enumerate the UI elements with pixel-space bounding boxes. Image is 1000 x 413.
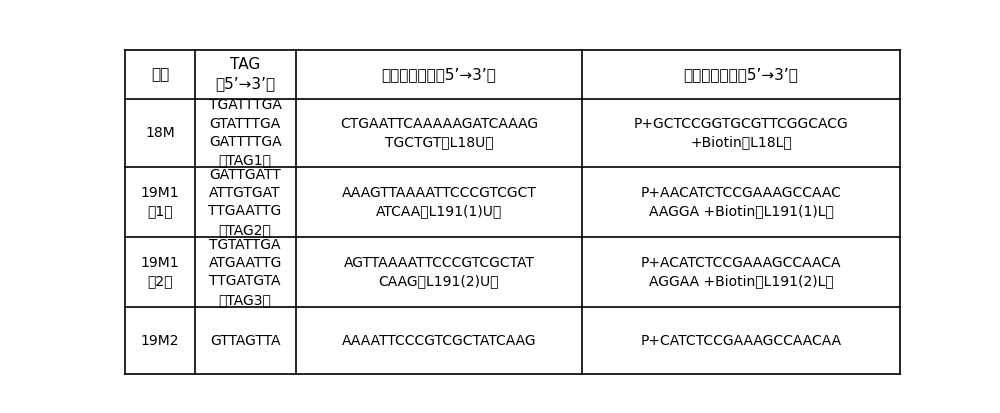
Text: AAAGTTAAAATTCCCGTCGCT
ATCAA（L191(1)U）: AAAGTTAAAATTCCCGTCGCT ATCAA（L191(1)U） (341, 186, 536, 218)
Text: AAAATTCCCGTCGCTATCAAG: AAAATTCCCGTCGCTATCAAG (342, 334, 536, 347)
Text: P+ACATCTCCGAAAGCCAACA
AGGAA +Biotin（L191(2)L）: P+ACATCTCCGAAAGCCAACA AGGAA +Biotin（L191… (641, 256, 841, 288)
Text: CTGAATTCAAAAAGATCAAAG
TGCTGT（L18U）: CTGAATTCAAAAAGATCAAAG TGCTGT（L18U） (340, 117, 538, 149)
Text: TAG
（5’→3’）: TAG （5’→3’） (215, 57, 275, 92)
Text: AGTTAAAATTCCCGTCGCTAT
CAAG（L191(2)U）: AGTTAAAATTCCCGTCGCTAT CAAG（L191(2)U） (343, 256, 534, 288)
Text: 下游特异序列（5’→3’）: 下游特异序列（5’→3’） (684, 67, 799, 82)
Text: P+AACATCTCCGAAAGCCAAC
AAGGA +Biotin（L191(1)L）: P+AACATCTCCGAAAGCCAAC AAGGA +Biotin（L191… (641, 186, 842, 218)
Text: P+GCTCCGGTGCGTTCGGCACG
+Biotin（L18L）: P+GCTCCGGTGCGTTCGGCACG +Biotin（L18L） (634, 117, 848, 149)
Text: GTTAGTTA: GTTAGTTA (210, 334, 280, 347)
Text: GATTGATT
ATTGTGAT
TTGAATTG
（TAG2）: GATTGATT ATTGTGAT TTGAATTG （TAG2） (208, 168, 282, 237)
Text: TGATTTGA
GTATTTGA
GATTTTGA
（TAG1）: TGATTTGA GTATTTGA GATTTTGA （TAG1） (209, 98, 282, 168)
Text: 18M: 18M (145, 126, 175, 140)
Text: P+CATCTCCGAAAGCCAACAA: P+CATCTCCGAAAGCCAACAA (641, 334, 842, 347)
Text: 上游特异序列（5’→3’）: 上游特异序列（5’→3’） (381, 67, 496, 82)
Text: TGTATTGA
ATGAATTG
TTGATGTA
（TAG3）: TGTATTGA ATGAATTG TTGATGTA （TAG3） (208, 237, 282, 307)
Text: 19M2: 19M2 (141, 334, 179, 347)
Text: 19M1
（1）: 19M1 （1） (141, 186, 179, 218)
Text: 突变: 突变 (151, 67, 169, 82)
Text: 19M1
（2）: 19M1 （2） (141, 256, 179, 288)
